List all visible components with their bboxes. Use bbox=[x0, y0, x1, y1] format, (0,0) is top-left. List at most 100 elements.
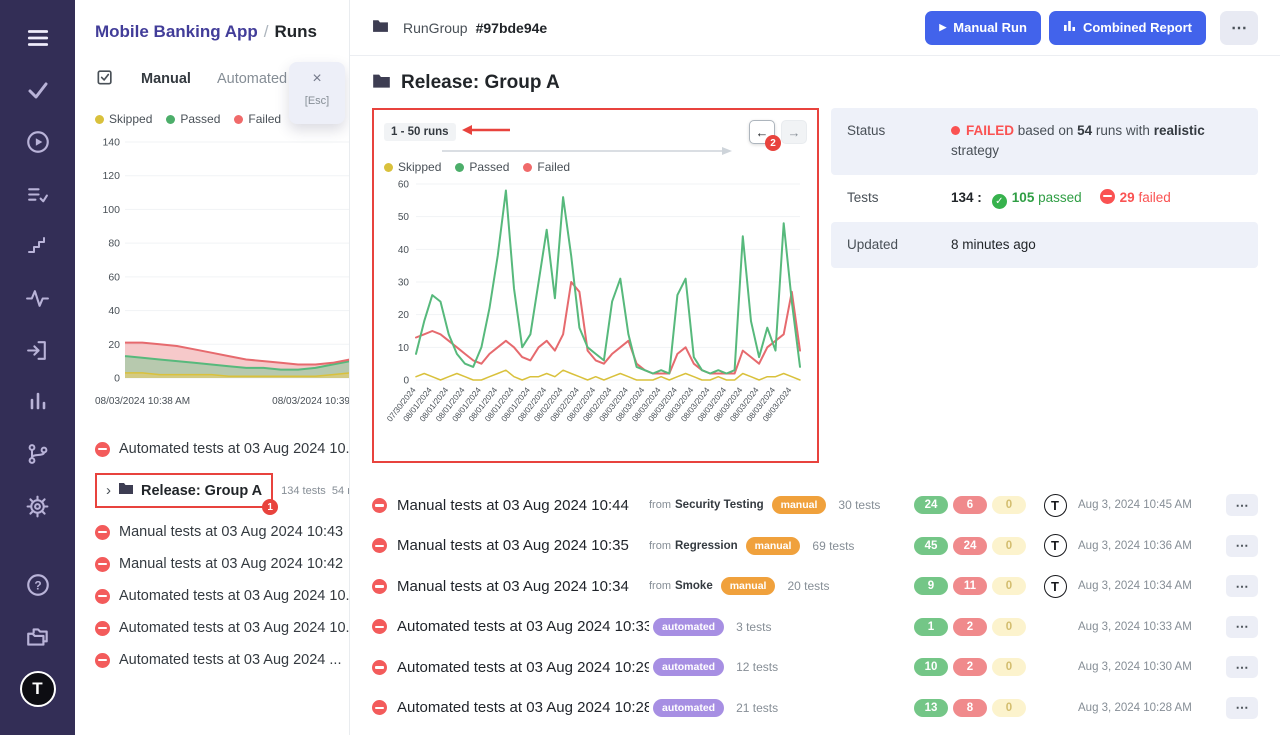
avatar[interactable]: T bbox=[1044, 534, 1067, 557]
list-item[interactable]: Manual tests at 03 Aug 2024 10:43 bbox=[95, 524, 349, 540]
row-menu-button[interactable]: ⋯ bbox=[1226, 535, 1258, 557]
run-row[interactable]: Manual tests at 03 Aug 2024 10:35 fromRe… bbox=[372, 526, 1258, 567]
run-row[interactable]: Automated tests at 03 Aug 2024 10:29 aut… bbox=[372, 647, 1258, 688]
annotation-step-2: 2 bbox=[765, 135, 781, 151]
svg-text:60: 60 bbox=[398, 180, 410, 191]
failed-status-icon bbox=[372, 538, 387, 553]
close-icon[interactable]: × bbox=[312, 71, 321, 87]
manual-badge: manual bbox=[721, 577, 776, 595]
more-actions-button[interactable]: ⋯ bbox=[1220, 11, 1258, 45]
folders-icon[interactable] bbox=[16, 617, 60, 657]
release-group-content: Release: Group A 1 - 50 runs ←2 → bbox=[350, 56, 1280, 735]
play-icon: ▶ bbox=[939, 22, 946, 33]
passed-dot bbox=[166, 115, 175, 124]
play-circle-icon[interactable] bbox=[16, 122, 60, 162]
rungroup-header: RunGroup #97bde94e ▶Manual Run Combined … bbox=[350, 0, 1280, 56]
runs-line-chart[interactable]: 605040302010007/30/202408/01/202408/01/2… bbox=[384, 176, 807, 452]
run-title[interactable]: Manual tests at 03 Aug 2024 10:35 bbox=[397, 537, 649, 554]
run-title[interactable]: Manual tests at 03 Aug 2024 10:34 bbox=[397, 578, 649, 595]
status-row: Status FAILED based on 54 runs with real… bbox=[831, 108, 1258, 175]
logo-t[interactable]: T bbox=[16, 669, 60, 709]
legend-failed: Failed bbox=[248, 112, 281, 126]
row-menu-button[interactable]: ⋯ bbox=[1226, 697, 1258, 719]
run-list-icon[interactable] bbox=[95, 67, 115, 92]
svg-text:?: ? bbox=[34, 578, 41, 592]
manual-run-button[interactable]: ▶Manual Run bbox=[925, 11, 1041, 45]
run-date: Aug 3, 2024 10:28 AM bbox=[1078, 702, 1226, 714]
svg-text:80: 80 bbox=[108, 238, 120, 250]
list-item[interactable]: Automated tests at 03 Aug 2024 ... bbox=[95, 652, 349, 668]
run-title[interactable]: Automated tests at 03 Aug 2024 10:28 bbox=[397, 699, 649, 716]
prev-page-button[interactable]: ←2 bbox=[749, 120, 775, 144]
row-menu-button[interactable]: ⋯ bbox=[1226, 575, 1258, 597]
svg-text:120: 120 bbox=[102, 170, 120, 182]
runs-range-label: 1 - 50 runs bbox=[384, 123, 456, 141]
failed-status-icon bbox=[372, 660, 387, 675]
release-group-highlight[interactable]: › Release: Group A 1 bbox=[95, 473, 273, 508]
panel-run-list: Automated tests at 03 Aug 2024 10... › R… bbox=[95, 441, 349, 735]
row-menu-button[interactable]: ⋯ bbox=[1226, 494, 1258, 516]
runs-panel: Mobile Banking App / Runs Manual Automated… bbox=[75, 0, 350, 735]
sign-in-icon[interactable] bbox=[16, 330, 60, 370]
legend-passed: Passed bbox=[469, 160, 509, 174]
menu-icon[interactable] bbox=[16, 18, 60, 58]
chevron-right-icon[interactable]: › bbox=[106, 482, 111, 499]
tests-count: 69 tests bbox=[812, 539, 854, 553]
failed-dot bbox=[234, 115, 243, 124]
skipped-dot bbox=[384, 163, 393, 172]
run-date: Aug 3, 2024 10:30 AM bbox=[1078, 661, 1226, 673]
legend-skipped: Skipped bbox=[398, 160, 441, 174]
avatar[interactable]: T bbox=[1044, 575, 1067, 598]
skipped-dot bbox=[95, 115, 104, 124]
run-title[interactable]: Automated tests at 03 Aug 2024 10:29 bbox=[397, 659, 649, 676]
svg-text:40: 40 bbox=[398, 245, 410, 256]
passed-check-icon: ✓ bbox=[992, 194, 1007, 209]
list-check-icon[interactable] bbox=[16, 174, 60, 214]
check-icon[interactable] bbox=[16, 70, 60, 110]
failed-dot bbox=[523, 163, 532, 172]
run-row[interactable]: Automated tests at 03 Aug 2024 10:33 aut… bbox=[372, 607, 1258, 648]
list-item[interactable]: Automated tests at 03 Aug 2024 10... bbox=[95, 620, 349, 636]
main-content: RunGroup #97bde94e ▶Manual Run Combined … bbox=[350, 0, 1280, 735]
list-item[interactable]: Manual tests at 03 Aug 2024 10:42 bbox=[95, 556, 349, 572]
legend-skipped: Skipped bbox=[109, 112, 152, 126]
rungroup-label: RunGroup bbox=[403, 20, 468, 36]
run-row[interactable]: Manual tests at 03 Aug 2024 10:34 fromSm… bbox=[372, 566, 1258, 607]
run-title[interactable]: Automated tests at 03 Aug 2024 10:33 bbox=[397, 618, 649, 635]
steps-icon[interactable] bbox=[16, 226, 60, 266]
manual-badge: manual bbox=[746, 537, 801, 555]
combined-report-button[interactable]: Combined Report bbox=[1049, 11, 1206, 45]
run-title[interactable]: Manual tests at 03 Aug 2024 10:44 bbox=[397, 497, 649, 514]
row-menu-button[interactable]: ⋯ bbox=[1226, 616, 1258, 638]
run-row[interactable]: Automated tests at 03 Aug 2024 10:28 aut… bbox=[372, 688, 1258, 729]
breadcrumb-project[interactable]: Mobile Banking App bbox=[95, 22, 258, 41]
legend-passed: Passed bbox=[180, 112, 220, 126]
avatar[interactable]: T bbox=[1044, 494, 1067, 517]
run-row[interactable]: Manual tests at 03 Aug 2024 10:44 fromSe… bbox=[372, 485, 1258, 526]
tab-manual[interactable]: Manual bbox=[141, 71, 191, 87]
row-menu-button[interactable]: ⋯ bbox=[1226, 656, 1258, 678]
list-item[interactable]: Automated tests at 03 Aug 2024 10... bbox=[95, 588, 349, 604]
breadcrumb-page: Runs bbox=[275, 22, 318, 41]
bar-chart-icon[interactable] bbox=[16, 382, 60, 422]
svg-text:60: 60 bbox=[108, 271, 120, 283]
tests-row: Tests 134 :✓105 passed29 failed bbox=[831, 175, 1258, 222]
activity-icon[interactable] bbox=[16, 278, 60, 318]
mini-runs-chart[interactable]: 140120100806040200 bbox=[95, 136, 350, 394]
list-item-release-group[interactable]: › Release: Group A 1 134 tests 54 r... bbox=[95, 473, 349, 508]
breadcrumb-separator: / bbox=[264, 22, 269, 41]
gear-icon[interactable] bbox=[16, 486, 60, 526]
tests-count: 20 tests bbox=[787, 579, 829, 593]
git-branch-icon[interactable] bbox=[16, 434, 60, 474]
tab-automated[interactable]: Automated bbox=[217, 71, 287, 87]
help-icon[interactable]: ? bbox=[16, 565, 60, 605]
svg-text:10: 10 bbox=[398, 343, 410, 354]
svg-text:100: 100 bbox=[102, 204, 120, 216]
list-item[interactable]: Automated tests at 03 Aug 2024 10... bbox=[95, 441, 349, 457]
release-group-title[interactable]: Release: Group A bbox=[141, 483, 262, 499]
next-page-button[interactable]: → bbox=[781, 120, 807, 144]
app-window: ? T Mobile Banking App / Runs Manual Autom… bbox=[0, 0, 1280, 735]
updated-label: Updated bbox=[847, 235, 951, 255]
runs-chart-annotation-box: 1 - 50 runs ←2 → Skipped Passed Failed bbox=[372, 108, 819, 463]
run-date: Aug 3, 2024 10:45 AM bbox=[1078, 499, 1226, 511]
